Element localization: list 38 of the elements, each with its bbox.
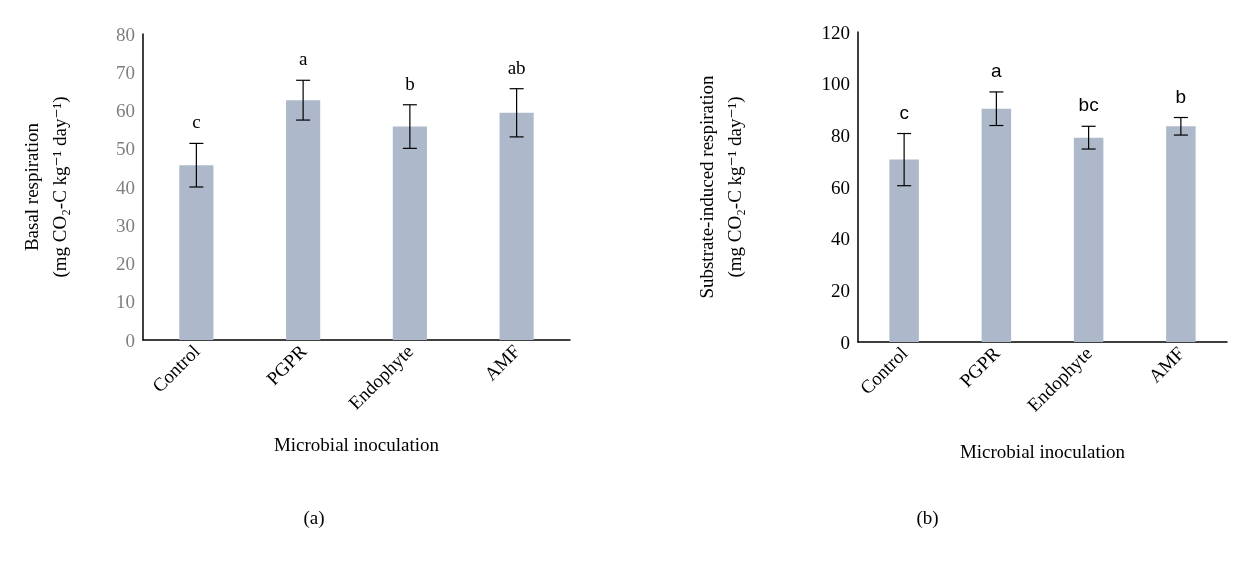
text: (a): [303, 507, 325, 529]
y-tick-label: 60: [116, 100, 135, 121]
data-label: a: [298, 48, 308, 70]
data-label: ab: [507, 56, 526, 78]
bar: [286, 100, 321, 340]
bar: [392, 126, 427, 340]
y-tick-label: 0: [125, 329, 135, 351]
bar: [1073, 137, 1104, 342]
data-label: b: [1175, 85, 1187, 107]
y-tick-label: 50: [116, 138, 135, 160]
y-tick-label: 120: [821, 21, 850, 43]
data-label: b: [405, 72, 415, 94]
y-tick-label: 80: [116, 23, 135, 45]
data-label: c: [899, 101, 909, 123]
y-axis-title: Substrate-induced respiration (mg CO₂-C kg⁻¹ day⁻¹): [695, 74, 746, 299]
y-tick-label: 60: [831, 176, 850, 198]
y-axis-title: Basal respiration (mg CO₂-C kg⁻¹ day⁻¹): [20, 96, 71, 278]
bar: [889, 159, 919, 342]
text: (b): [916, 507, 939, 529]
y-tick-label: 10: [116, 291, 135, 313]
y-tick-label: 70: [116, 61, 135, 83]
x-axis-title: Microbial inoculation: [273, 434, 440, 455]
y-tick-label: 30: [116, 214, 135, 236]
data-label: c: [192, 111, 201, 133]
bar: [1166, 126, 1196, 342]
x-axis-title: Microbial inoculation: [959, 441, 1126, 462]
bar: [981, 108, 1012, 342]
y-tick-label: 40: [831, 228, 850, 250]
data-label: a: [991, 59, 1003, 81]
y-tick-label: 100: [821, 73, 850, 95]
y-tick-label: 80: [831, 124, 850, 146]
y-tick-label: 40: [116, 176, 135, 198]
y-tick-label: 0: [840, 331, 850, 353]
y-tick-label: 20: [831, 279, 850, 301]
bar: [179, 165, 214, 340]
y-tick-label: 20: [116, 253, 135, 274]
data-label: bc: [1078, 94, 1099, 116]
bar: [499, 112, 534, 340]
